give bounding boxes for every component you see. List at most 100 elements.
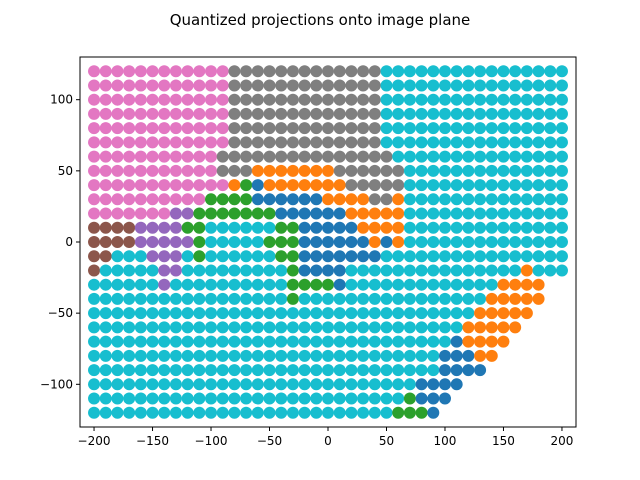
- scatter-point: [427, 193, 440, 206]
- scatter-point: [251, 250, 264, 263]
- scatter-point: [146, 207, 159, 220]
- scatter-point: [286, 236, 299, 248]
- scatter-point: [368, 349, 381, 362]
- scatter-point: [99, 364, 112, 377]
- scatter-point: [169, 221, 182, 234]
- scatter-point: [240, 93, 253, 106]
- scatter-point: [251, 93, 264, 106]
- scatter-point: [205, 364, 218, 377]
- scatter-point: [123, 349, 136, 362]
- scatter-point: [555, 264, 568, 277]
- scatter-point: [169, 207, 182, 220]
- scatter-point: [251, 107, 264, 120]
- scatter-point: [403, 150, 416, 163]
- scatter-point: [169, 136, 182, 149]
- scatter-point: [251, 335, 264, 348]
- scatter-point: [275, 364, 288, 377]
- scatter-point: [111, 349, 124, 362]
- scatter-point: [474, 136, 487, 149]
- scatter-point: [310, 236, 323, 248]
- scatter-point: [263, 406, 276, 419]
- scatter-point: [99, 122, 112, 135]
- scatter-point: [275, 349, 288, 362]
- scatter-point: [123, 193, 136, 206]
- scatter-point: [403, 406, 416, 419]
- scatter-point: [380, 150, 393, 163]
- scatter-point: [99, 193, 112, 206]
- scatter-point: [310, 378, 323, 391]
- scatter-point: [181, 136, 194, 149]
- scatter-point: [228, 107, 241, 120]
- scatter-point: [368, 207, 381, 220]
- scatter-point: [169, 378, 182, 391]
- scatter-point: [322, 250, 334, 263]
- scatter-point: [216, 122, 229, 135]
- scatter-point: [509, 321, 522, 334]
- scatter-point: [134, 335, 147, 348]
- scatter-point: [345, 221, 358, 234]
- scatter-point: [544, 193, 557, 206]
- scatter-point: [357, 221, 370, 234]
- scatter-point: [322, 378, 334, 391]
- x-tick-label: 200: [551, 434, 574, 448]
- scatter-point: [333, 193, 346, 206]
- scatter-point: [123, 136, 136, 149]
- scatter-point: [450, 79, 463, 92]
- scatter-point: [345, 93, 358, 106]
- x-tick-label: −100: [195, 434, 228, 448]
- scatter-point: [438, 250, 451, 263]
- scatter-point: [357, 378, 370, 391]
- scatter-point: [298, 292, 311, 305]
- scatter-point: [544, 150, 557, 163]
- scatter-point: [228, 164, 241, 177]
- scatter-point: [134, 193, 147, 206]
- scatter-point: [322, 392, 334, 405]
- scatter-point: [485, 250, 498, 263]
- scatter-point: [193, 193, 206, 206]
- scatter-point: [298, 364, 311, 377]
- scatter-point: [532, 93, 545, 106]
- scatter-point: [286, 278, 299, 291]
- scatter-point: [509, 136, 522, 149]
- scatter-point: [333, 406, 346, 419]
- scatter-point: [169, 335, 182, 348]
- scatter-point: [111, 264, 124, 277]
- scatter-point: [333, 349, 346, 362]
- scatter-point: [298, 335, 311, 348]
- scatter-point: [450, 207, 463, 220]
- scatter-point: [403, 321, 416, 334]
- scatter-point: [462, 150, 475, 163]
- scatter-point: [427, 136, 440, 149]
- scatter-point: [298, 107, 311, 120]
- scatter-point: [275, 250, 288, 263]
- scatter-point: [322, 221, 334, 234]
- scatter-point: [123, 107, 136, 120]
- scatter-point: [123, 307, 136, 320]
- scatter-point: [275, 278, 288, 291]
- scatter-point: [403, 79, 416, 92]
- scatter-point: [228, 264, 241, 277]
- scatter-point: [205, 93, 218, 106]
- scatter-point: [333, 65, 346, 78]
- scatter-point: [333, 278, 346, 291]
- scatter-point: [555, 122, 568, 135]
- scatter-point: [520, 107, 533, 120]
- scatter-point: [205, 321, 218, 334]
- scatter-point: [286, 335, 299, 348]
- scatter-point: [158, 150, 171, 163]
- scatter-point: [520, 221, 533, 234]
- scatter-point: [532, 264, 545, 277]
- scatter-point: [193, 236, 206, 248]
- scatter-point: [357, 321, 370, 334]
- scatter-point: [99, 349, 112, 362]
- scatter-point: [427, 65, 440, 78]
- scatter-point: [509, 107, 522, 120]
- scatter-point: [205, 278, 218, 291]
- scatter-point: [111, 364, 124, 377]
- scatter-point: [462, 349, 475, 362]
- scatter-point: [462, 65, 475, 78]
- scatter-point: [474, 250, 487, 263]
- scatter-point: [555, 236, 568, 248]
- scatter-point: [99, 164, 112, 177]
- scatter-point: [193, 250, 206, 263]
